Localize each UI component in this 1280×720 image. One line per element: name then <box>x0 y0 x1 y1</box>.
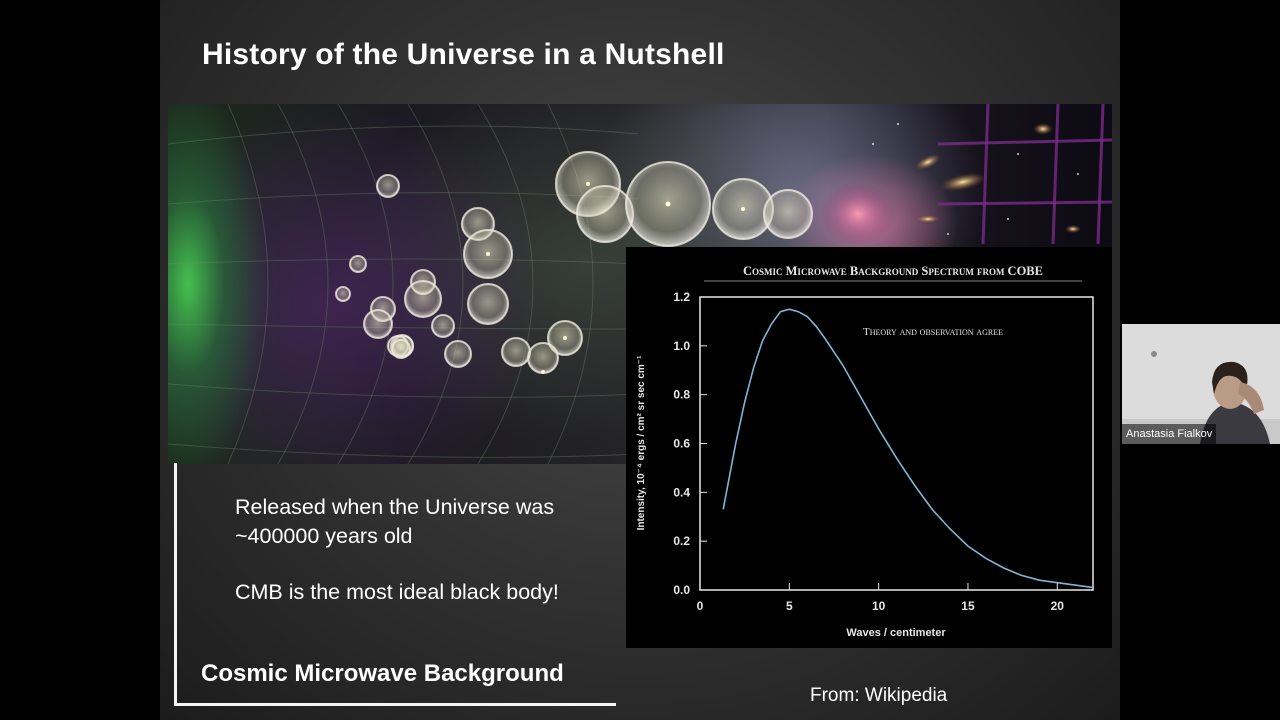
spectrum-curve <box>722 308 1094 589</box>
chart-title: Cosmic Microwave Background Spectrum fro… <box>743 264 1043 278</box>
cmb-spectrum-chart: Cosmic Microwave Background Spectrum fro… <box>626 247 1112 648</box>
x-tick-label: 15 <box>961 599 975 613</box>
universe-history-illustration <box>168 104 1112 464</box>
slide-title: History of the Universe in a Nutshell <box>202 38 725 71</box>
y-tick-label: 0.2 <box>673 534 690 548</box>
participant-video-tile[interactable]: Anastasia Fialkov <box>1122 324 1280 444</box>
participant-name-label: Anastasia Fialkov <box>1122 424 1217 444</box>
source-note: From: Wikipedia <box>810 685 948 706</box>
panel-caption: Cosmic Microwave Background <box>201 660 564 687</box>
cmb-text-panel: Released when the Universe was ~400000 y… <box>174 463 616 706</box>
y-axis-ticks: 0.0 0.2 0.4 0.6 0.8 1.0 1.2 <box>673 290 707 597</box>
y-axis-label: Intensity, 10⁻⁴ ergs / cm² sr sec cm⁻¹ <box>636 355 647 531</box>
y-tick-label: 1.2 <box>673 290 690 304</box>
y-tick-label: 0.0 <box>673 583 690 597</box>
x-axis-label: Waves / centimeter <box>846 627 946 639</box>
x-tick-label: 5 <box>786 599 793 613</box>
x-tick-label: 20 <box>1051 599 1065 613</box>
x-tick-label: 0 <box>697 599 704 613</box>
released-age-text: Released when the Universe was ~400000 y… <box>235 495 555 548</box>
y-tick-label: 1.0 <box>673 339 690 353</box>
ideal-black-body-text: CMB is the most ideal black body! <box>235 580 559 604</box>
y-tick-label: 0.6 <box>673 437 690 451</box>
plot-frame <box>699 296 1094 591</box>
chart-annotation: Theory and observation agree <box>863 326 1003 338</box>
x-axis-ticks: 0 5 10 15 20 <box>697 583 1065 613</box>
y-tick-label: 0.4 <box>673 485 690 499</box>
x-tick-label: 10 <box>872 599 886 613</box>
y-tick-label: 0.8 <box>673 388 690 402</box>
presentation-slide: History of the Universe in a Nutshell <box>160 0 1120 720</box>
chart-canvas: Cosmic Microwave Background Spectrum fro… <box>636 264 1094 639</box>
